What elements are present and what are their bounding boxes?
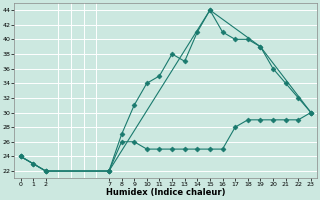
X-axis label: Humidex (Indice chaleur): Humidex (Indice chaleur) [106,188,226,197]
